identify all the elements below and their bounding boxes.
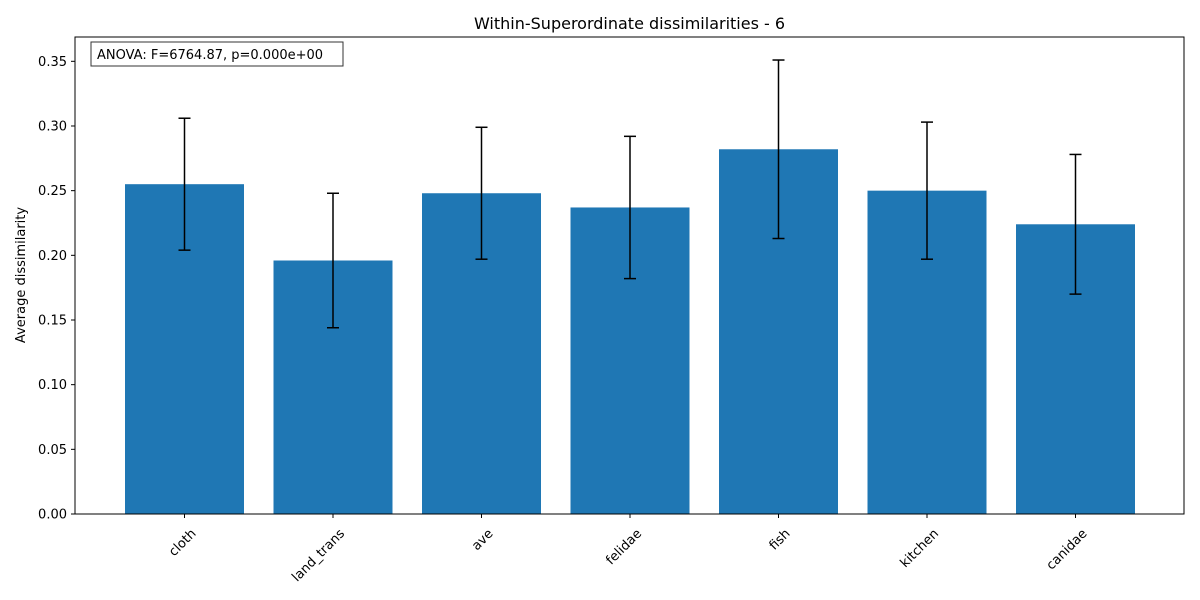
chart-title: Within-Superordinate dissimilarities - 6 (474, 14, 785, 33)
error-bar-land_trans (327, 192, 339, 329)
anova-annotation: ANOVA: F=6764.87, p=0.000e+00 (90, 41, 344, 67)
y-tick-label: 0.25 (38, 184, 67, 199)
y-tick-label: 0.30 (38, 119, 67, 134)
y-tick-label: 0.10 (38, 378, 67, 393)
annotation-text: ANOVA: F=6764.87, p=0.000e+00 (97, 48, 323, 63)
y-tick-label: 0.15 (38, 313, 67, 328)
error-bar-ave (475, 126, 488, 260)
plot-frame (74, 36, 1185, 515)
error-bar-canidae (1069, 153, 1082, 295)
x-tick-label-cloth: cloth (166, 526, 199, 559)
x-tick-label-kitchen: kitchen (898, 526, 942, 570)
error-bar-kitchen (921, 121, 933, 260)
error-bars-group (178, 59, 1082, 329)
error-bar-fish (772, 59, 785, 240)
x-tick-label-fish: fish (767, 526, 794, 553)
x-tick-label-felidae: felidae (603, 526, 645, 568)
x-tick-label-ave: ave (469, 526, 496, 553)
y-axis-ticks: 0.00 0.05 0.10 0.15 0.20 0.25 0.30 0.35 (38, 55, 75, 523)
error-bar-felidae (624, 135, 636, 280)
y-tick-label: 0.35 (38, 55, 67, 70)
y-tick-label: 0.00 (38, 508, 67, 523)
annotation-box-frame (90, 41, 344, 67)
x-axis-ticks: cloth land_trans ave felidae fish kitchen cani… (166, 514, 1091, 585)
y-axis-label: Average dissimilarity (14, 207, 29, 343)
y-tick-label: 0.05 (38, 443, 67, 458)
error-bar-cloth (178, 117, 191, 251)
x-tick-label-canidae: canidae (1044, 526, 1091, 573)
x-tick-label-land_trans: land_trans (289, 526, 348, 585)
y-tick-label: 0.20 (38, 249, 67, 264)
